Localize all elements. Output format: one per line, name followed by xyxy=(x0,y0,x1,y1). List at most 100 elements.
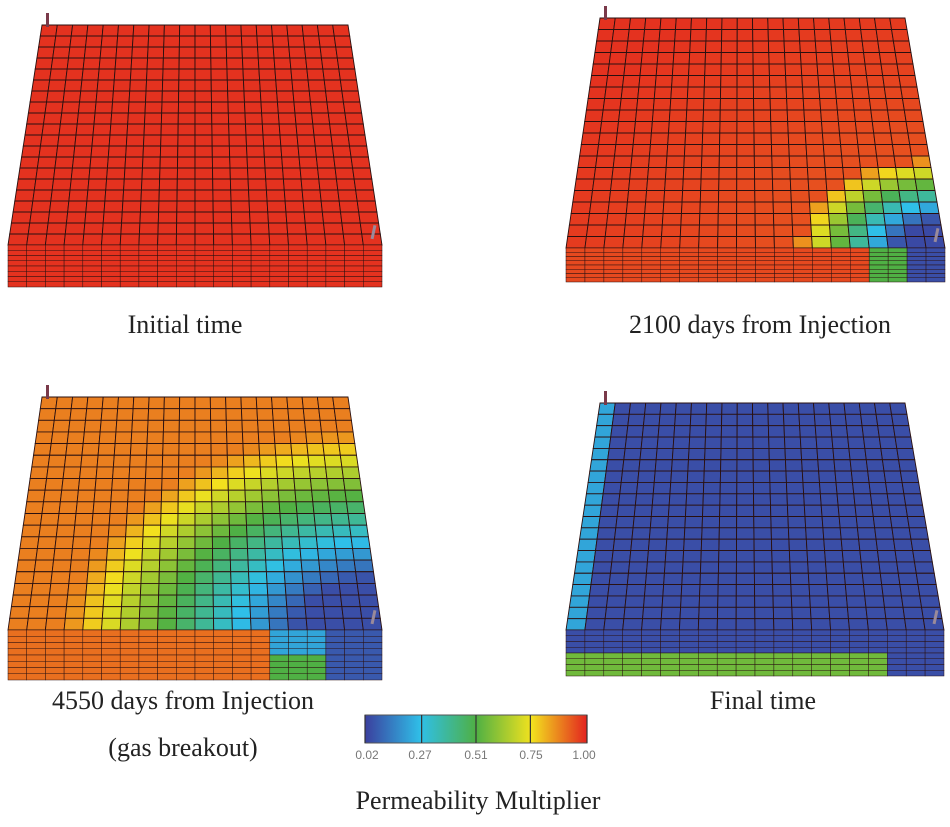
grid-cell xyxy=(868,481,888,495)
grid-cell xyxy=(773,670,794,677)
grid-cell xyxy=(901,98,922,111)
grid-cell xyxy=(229,536,249,549)
grid-cell xyxy=(157,629,177,637)
grid-cell xyxy=(213,265,233,272)
grid-cell xyxy=(769,86,788,99)
grid-cell xyxy=(63,454,83,468)
grid-cell xyxy=(50,431,70,445)
grid-cell xyxy=(138,673,158,681)
grid-cell xyxy=(754,584,774,597)
grid-cell xyxy=(230,594,251,608)
grid-cell xyxy=(194,654,214,662)
grid-cell xyxy=(792,670,812,677)
grid-cell xyxy=(194,673,214,681)
grid-cell xyxy=(754,629,775,636)
grid-cell xyxy=(45,265,65,272)
grid-cell xyxy=(806,155,826,168)
grid-cell xyxy=(126,123,145,136)
grid-cell xyxy=(619,98,639,111)
grid-cell xyxy=(63,654,84,662)
grid-cell xyxy=(808,584,829,597)
grid-cell xyxy=(639,63,658,76)
grid-cell xyxy=(7,654,27,662)
grid-cell xyxy=(622,260,643,266)
grid-cell xyxy=(84,594,105,608)
grid-cell xyxy=(868,260,889,266)
grid-cell xyxy=(288,648,308,656)
grid-cell xyxy=(622,652,642,659)
grid-cell xyxy=(250,673,271,681)
grid-cell xyxy=(641,40,660,53)
grid-cell xyxy=(213,244,233,251)
grid-cell xyxy=(868,658,888,665)
grid-cell xyxy=(887,247,908,253)
grid-cell xyxy=(47,211,69,224)
grid-cell xyxy=(288,260,308,267)
grid-cell xyxy=(849,658,869,665)
grid-cell xyxy=(344,654,364,662)
grid-cell xyxy=(884,224,906,237)
grid-cell xyxy=(898,190,920,203)
grid-cell xyxy=(633,121,653,134)
grid-cell xyxy=(736,167,756,180)
grid-cell xyxy=(211,489,230,503)
grid-cell xyxy=(112,79,131,92)
grid-cell xyxy=(269,276,289,282)
grid-cell xyxy=(885,481,905,495)
grid-cell xyxy=(65,211,87,224)
grid-cell xyxy=(736,121,755,134)
grid-cell xyxy=(282,167,302,180)
grid-cell xyxy=(611,167,632,180)
grid-cell xyxy=(613,17,632,30)
grid-cell xyxy=(641,647,661,654)
grid-cell xyxy=(51,178,72,191)
grid-cell xyxy=(861,178,882,191)
grid-cell xyxy=(110,489,129,503)
grid-cell xyxy=(809,201,830,214)
grid-cell xyxy=(850,269,870,274)
grid-cell xyxy=(736,178,756,191)
grid-cell xyxy=(860,413,879,427)
grid-cell xyxy=(10,594,32,608)
grid-cell xyxy=(791,213,812,226)
grid-cell xyxy=(229,167,249,180)
grid-cell xyxy=(698,652,718,659)
grid-cell xyxy=(622,641,642,648)
grid-cell xyxy=(282,178,303,191)
grid-cell xyxy=(105,559,125,573)
grid-cell xyxy=(774,277,794,283)
top-surface xyxy=(565,17,946,249)
grid-cell xyxy=(79,90,98,103)
grid-cell xyxy=(669,481,688,495)
grid-cell xyxy=(86,571,107,584)
grid-cell xyxy=(141,156,161,169)
grid-cell xyxy=(275,454,294,468)
grid-cell xyxy=(194,123,213,136)
grid-cell xyxy=(29,594,50,608)
grid-cell xyxy=(159,167,178,180)
grid-cell xyxy=(656,436,675,449)
grid-cell xyxy=(278,123,298,136)
grid-cell xyxy=(736,213,756,226)
grid-cell xyxy=(101,636,121,643)
grid-cell xyxy=(701,155,720,168)
grid-cell xyxy=(94,101,114,114)
grid-cell xyxy=(121,594,141,608)
grid-cell xyxy=(323,79,343,92)
grid-cell xyxy=(736,447,754,461)
grid-cell xyxy=(829,413,847,427)
grid-cell xyxy=(883,470,903,483)
grid-cell xyxy=(228,123,247,136)
grid-cell xyxy=(641,629,661,636)
grid-cell xyxy=(698,641,718,648)
grid-cell xyxy=(339,454,359,468)
grid-cell xyxy=(194,489,213,503)
grid-cell xyxy=(283,571,304,584)
grid-cell xyxy=(318,559,339,573)
grid-cell xyxy=(604,224,626,237)
grid-cell xyxy=(75,501,95,514)
grid-cell xyxy=(603,641,623,648)
grid-cell xyxy=(157,594,178,608)
grid-cell xyxy=(194,200,214,213)
grid-cell xyxy=(585,481,606,495)
